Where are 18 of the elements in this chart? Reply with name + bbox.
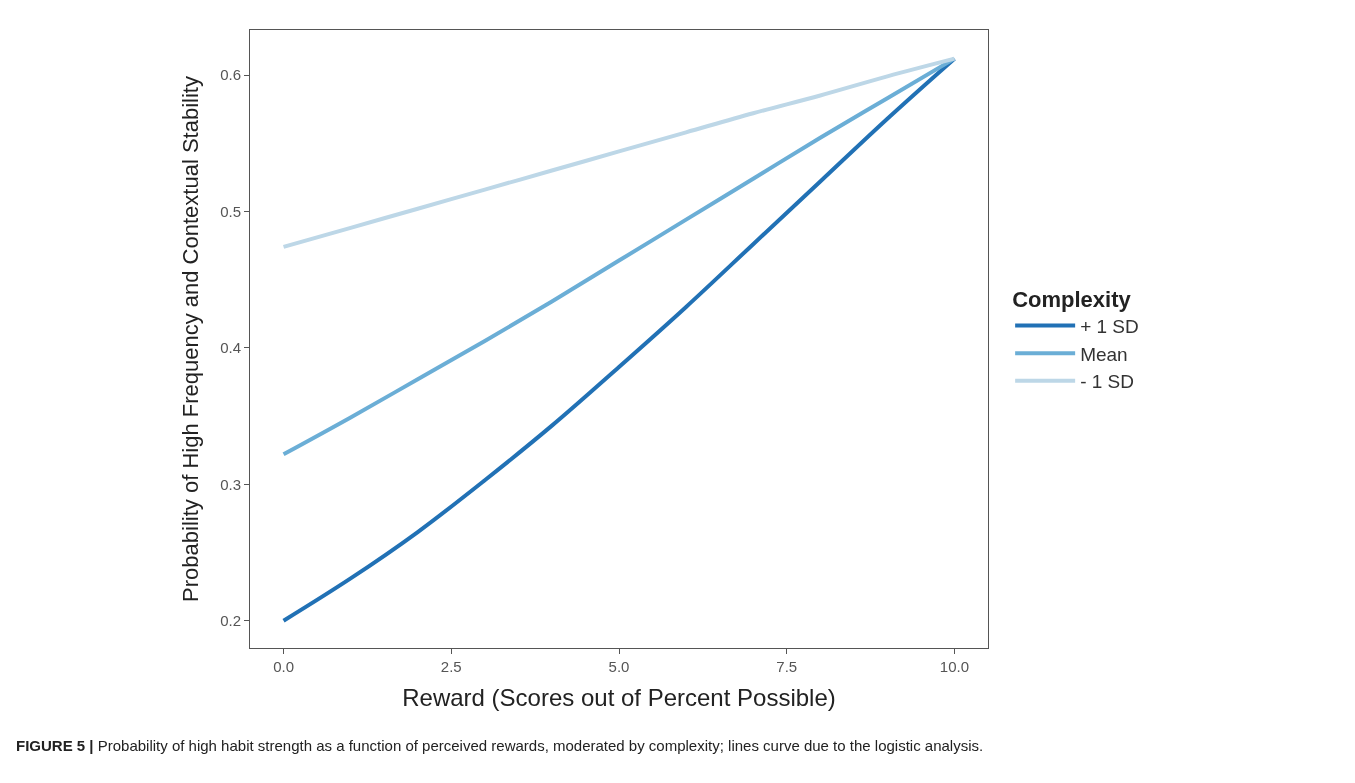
- x-tick-label: 0.0: [273, 658, 294, 675]
- y-tick-label: 0.6: [220, 66, 241, 84]
- caption: FIGURE 5 | Probability of high habit strength as a function of perceived rewards, moderated by complexity; lines curve due to the logistic analysis.: [16, 737, 984, 754]
- y-tick-label: 0.4: [220, 339, 241, 357]
- legend-label: + 1 SD: [1080, 315, 1139, 337]
- line-series: [281, 56, 957, 249]
- legend-title: Complexity: [1012, 286, 1132, 312]
- x-tick-label: 5.0: [608, 658, 630, 675]
- y-axis-title: Probability of High Frequency and Contextual Stability: [177, 76, 203, 602]
- y-tick-label: 0.3: [220, 475, 241, 493]
- x-tick-label: 7.5: [776, 658, 798, 675]
- x-axis-title: Reward (Scores out of Percent Possible): [402, 684, 836, 712]
- x-tick-label: 2.5: [440, 658, 462, 675]
- legend-label: - 1 SD: [1080, 371, 1134, 393]
- legend-label: Mean: [1080, 343, 1128, 365]
- y-tick-label: 0.2: [220, 611, 241, 629]
- x-tick-label: 10.0: [939, 658, 970, 675]
- y-tick-label: 0.5: [220, 202, 241, 220]
